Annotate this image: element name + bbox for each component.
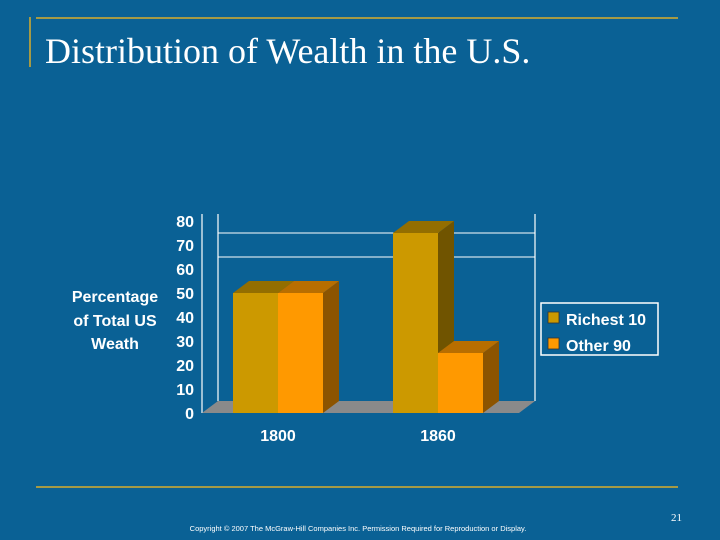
bar-other-90-1800 [278,281,339,413]
bar-front-face [438,353,483,413]
x-category-label: 1860 [420,428,456,445]
title-top-rule [36,17,678,19]
y-axis-label: Percentage of Total US Weath [71,289,159,353]
slide-title: Distribution of Wealth in the U.S. [45,31,531,71]
bar-top-face [233,281,294,293]
bar-side-face [323,281,339,413]
footer-rule [36,486,678,488]
title-left-rule [29,17,31,67]
legend-label: Richest 10 [566,312,646,329]
bar-side-face [483,341,499,413]
legend-box [540,302,659,356]
bar-top-face [278,281,339,293]
bar-front-face [233,293,278,413]
copyright-notice: Copyright © 2007 The McGraw-Hill Compani… [189,524,527,533]
y-tick-label: 60 [176,262,194,279]
y-tick-label: 10 [176,382,194,399]
bar-front-face [278,293,323,413]
legend-swatch [547,337,560,350]
y-tick-label: 50 [176,286,194,303]
y-tick-label: 40 [176,310,194,327]
bar-front-face [393,233,438,413]
y-tick-label: 70 [176,238,194,255]
bar-top-face [393,221,454,233]
bar-top-face [438,341,499,353]
page-number: 21 [671,512,682,524]
y-tick-label: 80 [176,214,194,231]
bar-richest-10-1860 [393,221,454,413]
bar-other-90-1860 [438,341,499,413]
y-tick-label: 0 [185,406,194,423]
x-category-label: 1800 [260,428,296,445]
y-tick-label: 30 [176,334,194,351]
y-tick-label: 20 [176,358,194,375]
legend-label: Other 90 [566,338,631,355]
legend-swatch [547,311,560,324]
